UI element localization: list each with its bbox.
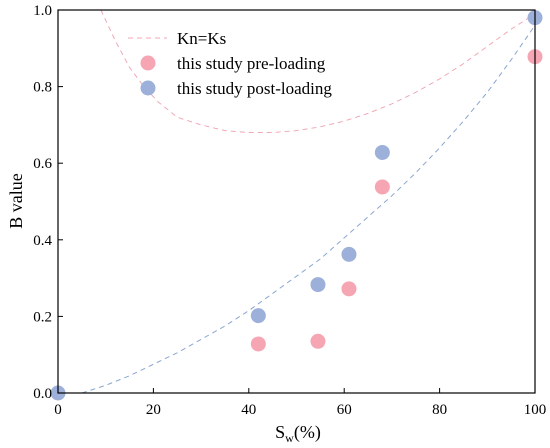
x-tick-label-5: 100 [524,402,547,418]
point-3-3 [341,246,357,262]
curve-group [81,10,535,393]
legend: Kn=Ks this study pre-loading this study po… [128,29,332,98]
marker-group [50,10,543,401]
y-tick-label-5: 1.0 [33,3,52,19]
legend-label-2: this study post-loading [177,79,332,98]
plot-frame [57,9,536,394]
legend-swatch-2 [140,80,156,96]
legend-label-1: this study pre-loading [177,54,326,73]
x-axis-title-main: S [275,422,285,442]
x-tick-label-1: 20 [146,402,161,418]
point-3-4 [374,144,390,160]
legend-swatch-1 [140,55,156,71]
point-2-1 [310,333,326,349]
tick-layer: 0 20 40 60 80 100 0.0 0.2 0.4 0.6 0.8 1.0 [33,3,546,418]
point-2-2 [341,281,357,297]
x-tick-label-2: 40 [241,402,256,418]
point-2-3 [374,179,390,195]
x-axis-title-unit: (%) [294,422,321,443]
x-tick-label-3: 60 [337,402,352,418]
x-tick-label-0: 0 [54,402,62,418]
x-axis-title: Sw(%) [275,422,321,445]
legend-label-0: Kn=Ks [177,29,226,48]
point-3-1 [250,308,266,324]
y-tick-label-4: 0.8 [33,80,52,96]
y-axis-title: B value [6,173,26,229]
point-2-0 [250,336,266,352]
x-axis-title-sub: w [285,431,294,445]
y-tick-label-2: 0.4 [33,233,52,249]
x-tick-label-4: 80 [432,402,447,418]
series-layer [50,10,543,401]
y-tick-label-1: 0.2 [33,309,52,325]
curve-0 [100,10,535,134]
y-tick-label-3: 0.6 [33,156,52,172]
y-tick-label-0: 0.0 [33,386,52,402]
point-3-2 [310,277,326,293]
curve-1 [81,25,535,393]
